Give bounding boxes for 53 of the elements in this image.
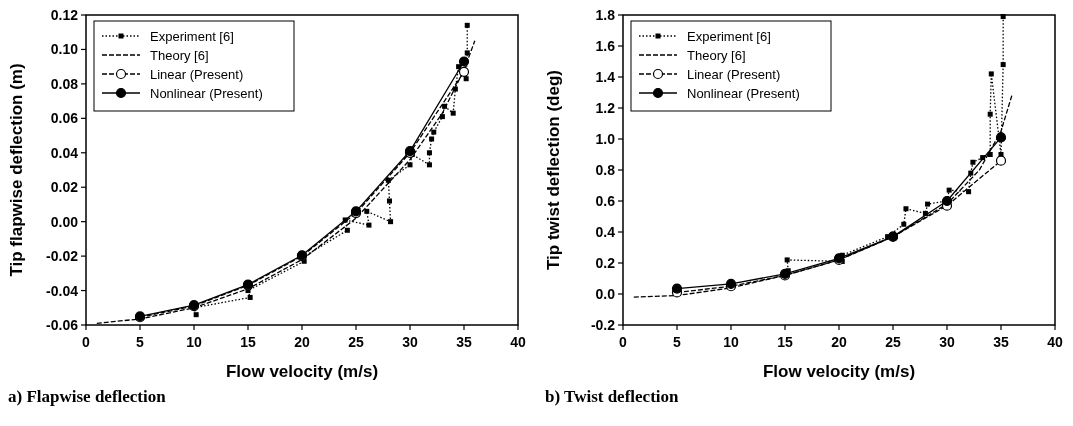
x-tick-label: 0	[82, 334, 91, 350]
legend-label: Nonlinear (Present)	[687, 86, 800, 101]
x-tick-label: 25	[348, 334, 364, 350]
legend-label: Linear (Present)	[150, 67, 244, 82]
y-tick-label: 0.8	[595, 162, 616, 178]
x-axis-title: Flow velocity (m/s)	[762, 362, 916, 381]
legend-label: Nonlinear (Present)	[150, 86, 263, 101]
y-tick-label: 0.10	[50, 41, 79, 58]
y-tick-label: 1.0	[595, 131, 616, 147]
text: a) Flapwise deflection	[8, 387, 167, 406]
x-tick-label: 40	[510, 334, 526, 350]
y-tick-label: 0.12	[50, 7, 79, 23]
x-tick-label: 40	[1047, 334, 1063, 350]
y-tick-label: -0.04	[46, 282, 79, 299]
y-tick-label: 0.08	[50, 75, 79, 92]
y-tick-label: 1.8	[595, 7, 616, 23]
y-tick-label: 0.06	[50, 110, 79, 127]
y-axis-title: Tip twist deflection (deg)	[544, 70, 563, 270]
y-tick-label: 1.6	[595, 38, 616, 54]
legend-label: Experiment [6]	[150, 29, 234, 44]
y-tick-label: 0.6	[595, 193, 616, 209]
x-tick-label: 35	[993, 334, 1009, 350]
x-tick-label: 5	[136, 334, 145, 350]
y-tick-label: 0.00	[50, 213, 79, 230]
x-tick-label: 35	[456, 334, 472, 350]
x-tick-label: 20	[831, 334, 847, 350]
x-tick-label: 15	[777, 334, 793, 350]
text: b) Twist deflection	[545, 387, 680, 406]
x-tick-label: 30	[939, 334, 955, 350]
y-tick-label: -0.06	[46, 317, 79, 333]
y-tick-label: 0.2	[595, 255, 616, 271]
y-tick-label: -0.02	[46, 248, 79, 265]
y-tick-label: 0.04	[50, 144, 79, 161]
legend-label: Experiment [6]	[687, 29, 771, 44]
y-tick-label: 1.2	[595, 100, 616, 116]
y-tick-label: 0.02	[50, 179, 79, 196]
y-tick-label: 1.4	[595, 69, 616, 85]
y-axis-title: Tip flapwise deflection (m)	[7, 63, 26, 277]
y-tick-label: 0.0	[595, 286, 616, 302]
legend-label: Theory [6]	[150, 48, 209, 63]
x-tick-label: 25	[885, 334, 901, 350]
x-tick-label: 30	[402, 334, 418, 350]
x-tick-label: 5	[673, 334, 682, 350]
y-tick-label: -0.2	[590, 317, 616, 333]
x-axis-title: Flow velocity (m/s)	[225, 362, 379, 381]
x-tick-label: 20	[294, 334, 310, 350]
legend-label: Theory [6]	[687, 48, 746, 63]
x-tick-label: 10	[723, 334, 739, 350]
x-tick-label: 10	[186, 334, 202, 350]
y-tick-label: 0.4	[595, 224, 616, 240]
x-tick-label: 0	[619, 334, 628, 350]
legend-label: Linear (Present)	[687, 67, 781, 82]
x-tick-label: 15	[240, 334, 256, 350]
